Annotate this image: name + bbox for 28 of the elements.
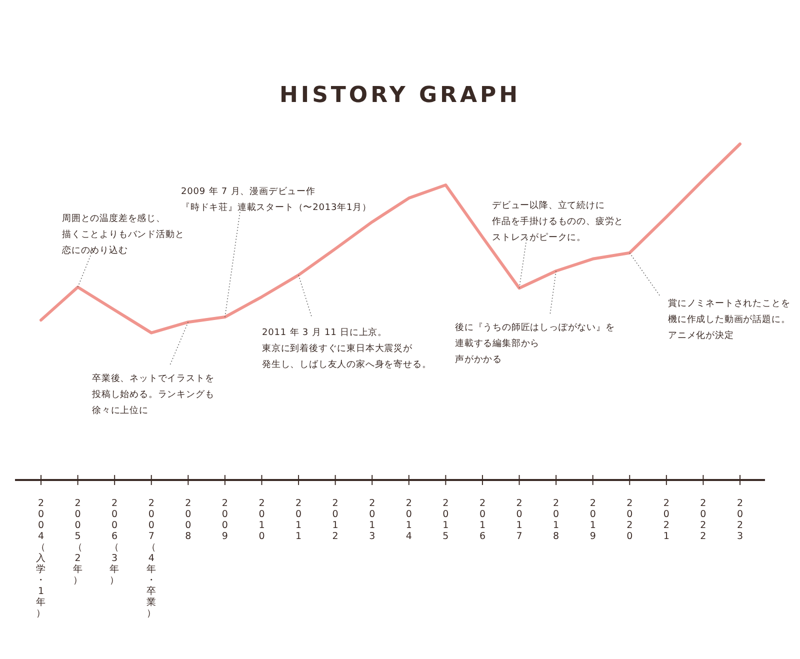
x-tick-label: 2014 [406, 498, 412, 542]
x-tick-label: 2020 [626, 498, 633, 542]
x-tick-label: 2009 [222, 498, 228, 542]
x-tick-label: 2017 [516, 498, 522, 542]
x-tick-label: 2010 [258, 498, 265, 542]
annotation: 2009 年 7 月、漫画デビュー作『時ドキ荘』連載スタート（〜2013年1月） [181, 186, 372, 213]
x-tick-label: 2023 [736, 498, 744, 542]
x-tick-label: 2012 [332, 498, 338, 542]
chart-title: HISTORY GRAPH [279, 83, 521, 108]
x-tick-label: 2008 [185, 498, 192, 542]
x-tick-label: 2015 [442, 498, 449, 542]
x-tick-label: 2019 [590, 498, 596, 542]
category-label: 2007（4年・卒業） [146, 498, 156, 619]
x-tick-label: 2013 [369, 498, 376, 542]
annotation: デビュー以降、立て続けに作品を手掛けるものの、疲労とストレスがピークに。 [491, 200, 624, 243]
annotation: 後に『うちの師匠はしっぽがない』を連載する編集部から声がかかる [455, 322, 615, 365]
x-tick-label: 2021 [663, 498, 670, 542]
category-label: 2004（入学・1年） [36, 498, 46, 619]
annotation: 賞にノミネートされたことを機に作成した動画が話題に。アニメ化が決定 [668, 298, 790, 341]
x-tick-label: 2016 [479, 498, 486, 542]
x-tick-label: 2018 [553, 498, 560, 542]
x-tick-label: 2011 [296, 498, 302, 542]
annotation: 卒業後、ネットでイラストを投稿し始める。ランキングも徐々に上位に [91, 373, 214, 416]
annotation: 2011 年 3 月 11 日に上京。東京に到着後すぐに東日本大震災が発生し、しばし友人の家へ身を寄せる。 [262, 327, 432, 370]
annotation: 周囲との温度差を感じ、描くことよりもバンド活動と恋にのめり込む [61, 213, 184, 256]
x-tick-label: 2022 [700, 498, 706, 542]
x-tick-label: 2005（2年） [72, 498, 83, 586]
x-tick-label: 2006（3年） [110, 498, 120, 586]
